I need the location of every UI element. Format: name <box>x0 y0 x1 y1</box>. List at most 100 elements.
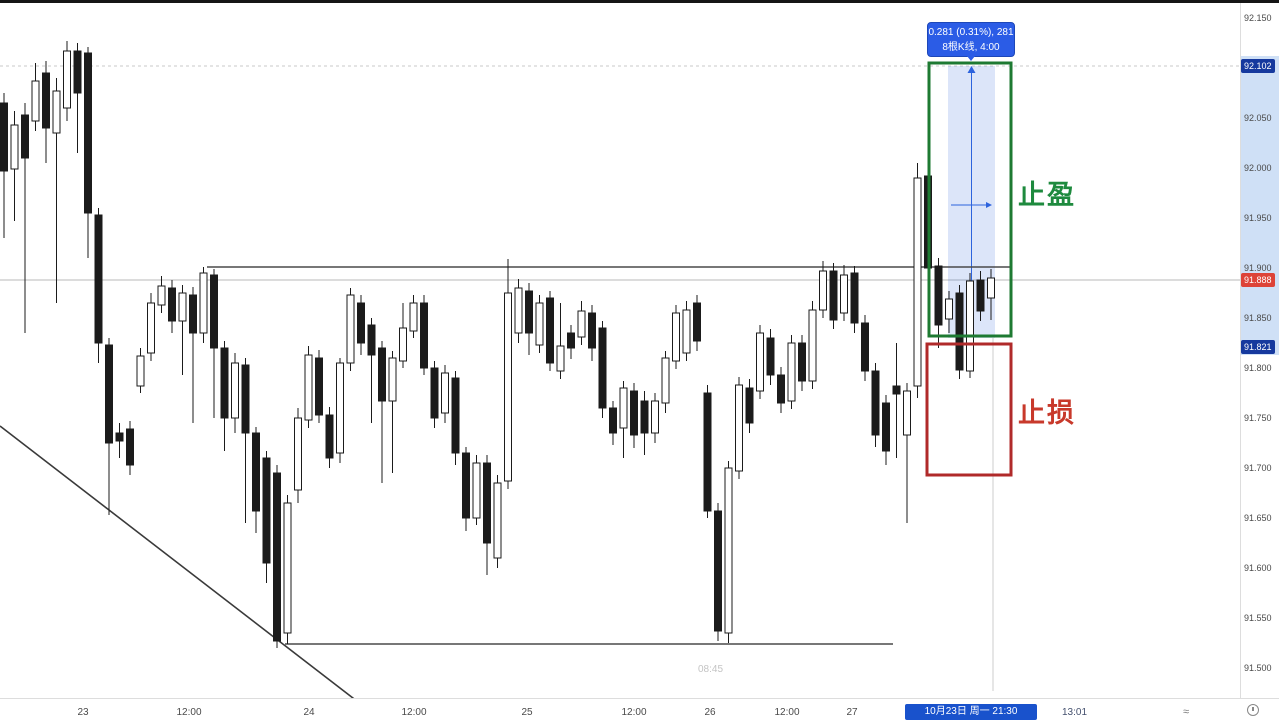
time-axis-range-label: 10月23日 周一 21:30 <box>905 704 1037 720</box>
current-price-axis-label: 91.888 <box>1241 273 1275 287</box>
candle-body <box>493 482 502 559</box>
candle-body <box>483 462 491 544</box>
measure-tooltip: 0.281 (0.31%), 281 8根K线, 4:00 <box>927 22 1015 61</box>
candle-body <box>966 280 974 372</box>
candle-body <box>777 374 785 404</box>
candle-body <box>892 385 901 395</box>
candle-body <box>388 357 397 402</box>
candle-body <box>745 387 754 424</box>
descending-trendline[interactable] <box>0 425 362 698</box>
candle-body <box>430 367 439 419</box>
candle-body <box>945 298 953 320</box>
time-axis-extra-time: 13:01 <box>1062 707 1088 718</box>
candle-body <box>52 90 61 134</box>
candle-body <box>220 347 229 419</box>
candle-body <box>189 294 197 334</box>
chart-canvas[interactable] <box>0 3 1240 698</box>
candle-body <box>10 124 19 170</box>
candle-body <box>94 214 103 344</box>
candle-body <box>588 312 596 349</box>
candle-body <box>262 457 271 564</box>
candle-body <box>178 292 187 322</box>
candle-body <box>514 287 523 334</box>
candle-body <box>871 370 880 436</box>
candle-body <box>682 309 691 354</box>
candle-body <box>441 372 449 414</box>
candle-body <box>693 302 701 342</box>
candle-body <box>913 177 922 387</box>
price-axis[interactable]: 92.150 92.050 92.000 91.950 91.900 91.850 91.8… <box>1240 3 1279 698</box>
time-axis[interactable]: 23 12:00 24 12:00 25 12:00 26 12:00 27 10月23日 周一… <box>0 698 1279 721</box>
time-tick-label: 12:00 <box>401 707 427 718</box>
candle-body <box>504 292 512 482</box>
price-tick-label: 91.600 <box>1244 563 1272 573</box>
price-tick-label: 91.700 <box>1244 463 1272 473</box>
candle-body <box>199 272 208 334</box>
candle-body <box>126 428 134 466</box>
stop-loss-box[interactable] <box>925 342 1013 477</box>
candle-body <box>609 407 617 434</box>
candle-body <box>703 392 712 512</box>
clock-icon[interactable] <box>1247 704 1259 716</box>
candle-body <box>840 274 848 314</box>
measure-price-axis-label: 92.102 <box>1241 59 1275 73</box>
time-tick-label: 25 <box>521 707 533 718</box>
candle-body <box>546 297 554 364</box>
candle-body <box>252 432 260 512</box>
candle-body <box>787 342 796 402</box>
take-profit-label: 止盈 <box>1018 180 1076 210</box>
price-tick-label: 92.050 <box>1244 113 1272 123</box>
candle-body <box>661 357 670 404</box>
candle-body <box>714 510 722 632</box>
candle-body <box>756 332 764 392</box>
candle-body <box>367 324 376 356</box>
candle-body <box>976 279 985 312</box>
candle-body <box>672 312 680 362</box>
candle-body <box>42 72 50 129</box>
candle-body <box>0 102 8 172</box>
candle-body <box>105 344 113 444</box>
candle-body <box>409 302 418 332</box>
candle-body <box>882 402 890 452</box>
price-tick-label: 91.900 <box>1244 263 1272 273</box>
price-tick-label: 91.650 <box>1244 513 1272 523</box>
candle-body <box>987 277 995 299</box>
measure-price-axis-label: 91.821 <box>1241 340 1275 354</box>
candle-body <box>399 327 407 362</box>
stop-loss-label: 止损 <box>1018 398 1076 428</box>
candle-body <box>241 364 250 434</box>
price-tick-label: 91.950 <box>1244 213 1272 223</box>
candle-body <box>766 337 775 376</box>
candle-body <box>157 285 166 306</box>
measure-up-arrowhead <box>967 66 976 73</box>
time-tick-label: 27 <box>846 707 858 718</box>
candle-body <box>84 52 92 214</box>
candle-body <box>136 355 145 387</box>
measure-tooltip-line1: 0.281 (0.31%), 281 <box>928 27 1014 38</box>
candle-body <box>273 472 281 642</box>
candle-body <box>325 414 334 459</box>
candle-body <box>724 467 733 634</box>
time-tick-label: 12:00 <box>774 707 800 718</box>
price-tick-label: 92.150 <box>1244 13 1272 23</box>
price-tick-label: 91.550 <box>1244 613 1272 623</box>
candle-body <box>472 462 481 519</box>
candle-body <box>210 274 218 349</box>
candle-body <box>462 452 470 519</box>
candle-body <box>31 80 40 122</box>
time-tick-label: 26 <box>704 707 716 718</box>
candle-body <box>903 390 911 436</box>
candle-body <box>808 309 817 382</box>
candle-body <box>955 292 964 371</box>
time-tick-label: 12:00 <box>621 707 647 718</box>
candle-body <box>294 417 302 491</box>
scale-settings-icon[interactable]: ≈ <box>1183 706 1190 718</box>
candle-body <box>147 302 155 354</box>
candle-body <box>525 290 533 334</box>
candle-body <box>346 294 355 364</box>
candle-body <box>861 322 869 372</box>
measure-tooltip-line2: 8根K线, 4:00 <box>942 42 1000 53</box>
take-profit-box[interactable] <box>927 61 1013 338</box>
price-axis-measure-band <box>1241 56 1279 355</box>
candle-body <box>315 357 323 416</box>
